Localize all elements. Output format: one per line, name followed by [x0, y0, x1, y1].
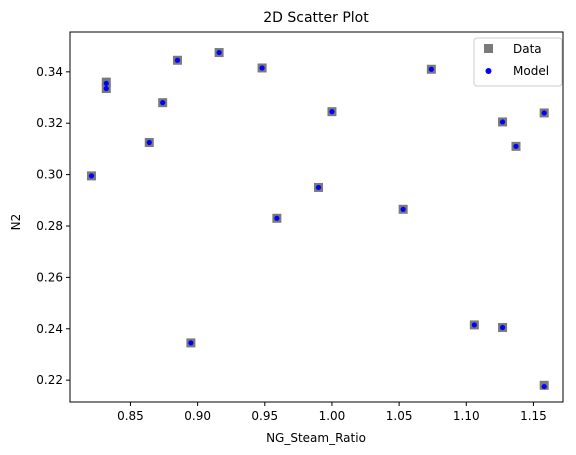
model-point-marker [146, 139, 152, 146]
model-point-marker [160, 100, 166, 106]
y-tick-label: 0.26 [36, 270, 63, 284]
y-tick-label: 0.32 [36, 116, 63, 130]
y-tick-label: 0.22 [36, 373, 63, 387]
legend-data-marker [484, 44, 493, 53]
legend-model-label: Model [513, 64, 549, 78]
plot-area [86, 48, 549, 390]
legend-frame [473, 37, 563, 87]
model-point-marker [259, 65, 265, 71]
x-axis-title: NG_Steam_Ratio [266, 431, 366, 445]
model-point-marker [103, 80, 109, 86]
model-point-marker [188, 340, 194, 346]
x-tick-label: 0.85 [117, 409, 144, 423]
model-point-marker [541, 383, 547, 390]
legend-model-marker [485, 68, 492, 74]
y-tick-label: 0.30 [36, 168, 63, 182]
x-tick-label: 1.15 [520, 409, 547, 423]
plot-frame [69, 31, 564, 403]
model-point-marker [174, 57, 181, 63]
model-point-marker [499, 119, 506, 125]
chart-title: 2D Scatter Plot [263, 10, 369, 26]
model-point-marker [315, 184, 322, 191]
model-point-marker [499, 324, 506, 331]
x-tick-label: 1.00 [319, 409, 346, 423]
y-tick-label: 0.24 [36, 322, 63, 336]
model-point-marker [216, 49, 222, 56]
x-tick-label: 1.10 [453, 409, 480, 423]
model-point-marker [541, 110, 547, 116]
x-tick-label: 1.05 [386, 409, 413, 423]
y-tick-label: 0.28 [36, 219, 63, 233]
model-point-marker [428, 66, 434, 72]
y-tick-label: 0.34 [36, 65, 63, 79]
x-tick-label: 0.95 [251, 409, 278, 423]
legend: Data Model [473, 37, 563, 87]
model-point-marker [103, 85, 109, 92]
axes: 0.85 0.90 0.95 1.00 1.05 1.10 1.15 0.22 0.24 0.26… [36, 31, 564, 423]
model-point-marker [329, 109, 335, 115]
model-point-marker [400, 206, 406, 212]
y-axis-title: N2 [9, 214, 23, 231]
model-point-marker [274, 215, 280, 221]
model-point-marker [471, 322, 477, 328]
legend-data-label: Data [513, 42, 542, 56]
model-point-marker [513, 143, 519, 149]
model-point-marker [88, 173, 95, 179]
x-tick-label: 0.90 [184, 409, 211, 423]
